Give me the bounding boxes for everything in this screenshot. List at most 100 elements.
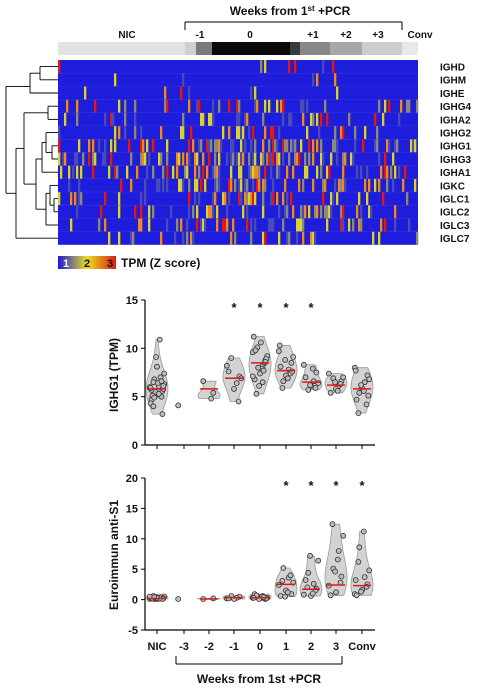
heatmap-cell xyxy=(252,165,255,179)
panel1-data-point xyxy=(276,342,283,349)
heatmap-cell xyxy=(366,192,369,206)
heatmap-cell xyxy=(104,192,107,206)
legend-tick-1: 1 xyxy=(63,258,69,270)
heatmap-cell xyxy=(262,178,265,192)
panel1-data-point xyxy=(253,390,260,397)
heatmap-cell xyxy=(242,126,245,140)
heatmap-cell xyxy=(252,192,255,206)
heatmap-cell xyxy=(166,218,169,232)
heatmap-cell xyxy=(416,99,419,113)
panel2-data-point xyxy=(358,588,365,595)
panel1-data-point xyxy=(233,380,240,387)
heatmap-cell xyxy=(314,231,317,245)
panel2-data-point xyxy=(360,528,367,535)
heatmap-cell xyxy=(160,231,163,245)
heatmap-cell xyxy=(384,152,387,166)
heatmap-cell xyxy=(138,218,141,232)
heatmap-cell xyxy=(64,152,67,166)
heatmap-cell xyxy=(238,126,241,140)
heatmap-cell xyxy=(276,192,279,206)
heatmap-cell xyxy=(152,139,155,153)
heatmap-cell xyxy=(186,165,189,179)
heatmap-cell xyxy=(238,178,241,192)
panel2-data-point xyxy=(175,596,182,602)
heatmap-cell xyxy=(242,152,245,166)
heatmap-cell xyxy=(224,218,227,232)
panel1-data-point xyxy=(325,370,332,377)
group-label-plus2: +2 xyxy=(340,30,352,41)
heatmap-cell xyxy=(214,192,217,206)
x-category-label: -2 xyxy=(204,641,214,653)
heatmap-cell xyxy=(210,205,213,219)
heatmap-cell xyxy=(300,205,303,219)
panel1-data-point xyxy=(327,389,334,396)
heatmap-cell xyxy=(374,112,377,126)
heatmap-cell xyxy=(242,205,245,219)
heatmap-cell xyxy=(278,126,281,140)
panel1-y-tick-label: 5 xyxy=(132,392,138,404)
heatmap-cell xyxy=(248,192,251,206)
heatmap-cell xyxy=(144,178,147,192)
heatmap-cell xyxy=(260,152,263,166)
heatmap-cell xyxy=(262,139,265,153)
heatmap-cell xyxy=(222,126,225,140)
heatmap-cell xyxy=(244,178,247,192)
heatmap-cell xyxy=(326,165,329,179)
heatmap-row-label: IGHG2 xyxy=(440,129,472,140)
heatmap-cell xyxy=(304,165,307,179)
heatmap-cell xyxy=(144,152,147,166)
heatmap-cell xyxy=(398,112,401,126)
heatmap-cell xyxy=(348,112,351,126)
heatmap-cell xyxy=(222,218,225,232)
group-label-minus1: -1 xyxy=(196,30,205,41)
heatmap-cell xyxy=(148,205,151,219)
heatmap-cell xyxy=(262,205,265,219)
heatmap-cell xyxy=(254,165,257,179)
heatmap-cell xyxy=(166,165,169,179)
heatmap-cell xyxy=(288,231,291,245)
heatmap-cell xyxy=(118,205,121,219)
heatmap-cell xyxy=(312,112,315,126)
panel2-data-point xyxy=(287,572,294,579)
panel2-y-tick-label: 0 xyxy=(132,595,138,607)
panel1-data-point xyxy=(259,379,266,386)
heatmap-cell xyxy=(356,165,359,179)
heatmap-cell xyxy=(78,192,81,206)
heatmap-cell xyxy=(92,139,95,153)
heatmap-cell xyxy=(108,231,111,245)
panel1-data-point xyxy=(305,386,312,393)
heatmap-cell xyxy=(194,152,197,166)
panel1-data-point xyxy=(352,367,359,374)
heatmap-cell xyxy=(416,231,419,245)
heatmap-cell xyxy=(162,178,165,192)
heatmap-cell xyxy=(98,218,101,232)
heatmap-cell xyxy=(282,139,285,153)
x-category-labels: NIC -3 -2 -1 0 1 2 3 Conv xyxy=(148,641,377,653)
group-label-conv: Conv xyxy=(408,30,433,41)
heatmap-cell xyxy=(144,192,147,206)
heatmap-cell xyxy=(224,192,227,206)
row-dendrogram xyxy=(5,66,58,239)
heatmap-cell xyxy=(236,99,239,113)
heatmap-cell xyxy=(178,178,181,192)
heatmap-cell xyxy=(408,218,411,232)
heatmap-cell xyxy=(142,139,145,153)
heatmap-row-label: IGHM xyxy=(440,76,466,87)
heatmap-cell xyxy=(188,205,191,219)
heatmap-cell xyxy=(68,178,71,192)
heatmap-cell xyxy=(180,126,183,140)
heatmap-cell xyxy=(216,205,219,219)
heatmap-cell xyxy=(158,178,161,192)
heatmap-cell xyxy=(104,139,107,153)
heatmap-cell xyxy=(238,165,241,179)
heatmap-cell xyxy=(290,192,293,206)
heatmap-cell xyxy=(114,126,117,140)
heatmap-cell xyxy=(310,231,313,245)
panel2-significance-star: * xyxy=(333,478,339,493)
heatmap-cell xyxy=(152,165,155,179)
heatmap-cell xyxy=(238,152,241,166)
heatmap-cell xyxy=(232,218,235,232)
heatmap-cell xyxy=(286,205,289,219)
heatmap-cell xyxy=(222,192,225,206)
panel1-data-point xyxy=(257,339,264,346)
